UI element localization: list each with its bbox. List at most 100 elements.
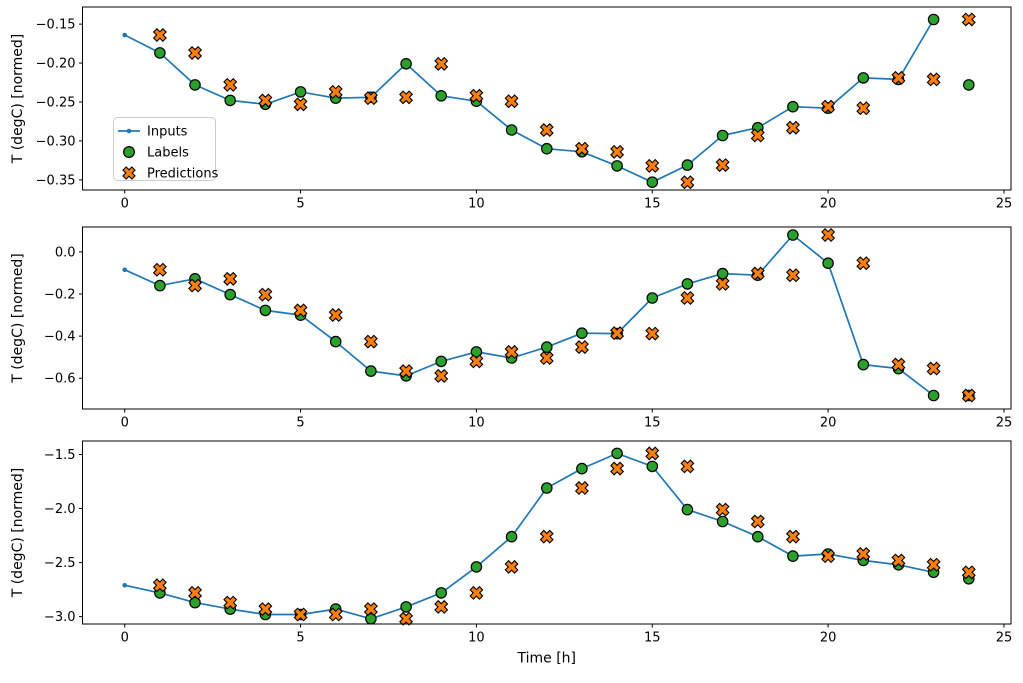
- labels-marker: [470, 561, 483, 573]
- predictions-marker: [399, 90, 414, 105]
- x-tick-label: 0: [121, 631, 129, 646]
- predictions-marker: [152, 578, 167, 593]
- x-tick-label: 15: [644, 416, 661, 431]
- predictions-marker: [469, 585, 484, 600]
- x-tick-label: 15: [644, 197, 661, 212]
- labels-marker: [294, 86, 307, 98]
- predictions-marker: [680, 459, 695, 474]
- labels-marker: [857, 358, 870, 371]
- predictions-marker: [856, 546, 871, 561]
- legend-item-inputs: Inputs: [118, 125, 188, 140]
- labels-marker: [787, 100, 799, 113]
- labels-marker: [646, 460, 659, 473]
- predictions-marker: [469, 88, 484, 103]
- x-tick-label: 25: [996, 197, 1013, 212]
- x-tick-label: 25: [996, 416, 1013, 431]
- labels-marker: [435, 587, 447, 599]
- predictions-marker: [574, 141, 589, 156]
- x-tick-label: 25: [996, 631, 1013, 646]
- inputs-line: [124, 452, 934, 620]
- predictions-marker: [223, 595, 238, 610]
- x-axis-label: Time [h]: [516, 651, 576, 667]
- legend-label: Predictions: [147, 167, 219, 182]
- predictions-marker: [610, 144, 625, 159]
- predictions-marker: [926, 361, 941, 376]
- y-tick-label: −3.0: [44, 610, 76, 625]
- predictions-marker: [328, 607, 343, 622]
- labels-marker: [716, 129, 729, 142]
- predictions-marker: [785, 120, 800, 135]
- subplot-middle: 0 5 10 15 20 25 0.0 −0.2 −0.4 −0.6 T (degC) [norme…: [10, 226, 1013, 431]
- predictions-marker: [645, 446, 660, 461]
- legend-box: [113, 117, 216, 181]
- predictions-marker: [293, 607, 308, 622]
- predictions-marker: [363, 91, 378, 106]
- labels-marker: [927, 389, 940, 402]
- predictions-marker: [399, 611, 414, 626]
- predictions-marker: [891, 357, 906, 372]
- legend-item-labels: Labels: [122, 146, 189, 161]
- labels-marker: [435, 355, 447, 368]
- y-tick-label: −0.4: [44, 330, 76, 345]
- predictions-marker: [293, 303, 308, 318]
- legend-item-predictions: Predictions: [122, 166, 219, 182]
- labels-marker: [751, 530, 764, 543]
- predictions-marker: [293, 97, 308, 112]
- x-tick-label: 0: [121, 197, 129, 212]
- predictions-marker: [610, 326, 625, 341]
- predictions-marker: [539, 123, 554, 138]
- labels-marker: [540, 482, 553, 494]
- predictions-marker: [645, 158, 660, 173]
- predictions-marker: [821, 228, 836, 243]
- predictions-marker: [434, 368, 449, 383]
- legend-label: Labels: [147, 146, 189, 161]
- labels-marker: [224, 288, 236, 301]
- labels-marker: [611, 447, 623, 460]
- legend: Inputs Labels Predictions: [113, 117, 219, 182]
- labels-marker: [681, 278, 694, 290]
- labels-legend-circle-icon: [122, 146, 135, 159]
- labels-marker: [716, 515, 729, 528]
- predictions-marker: [258, 287, 273, 302]
- labels-marker: [787, 550, 799, 562]
- predictions-marker: [715, 158, 730, 173]
- x-tick-label: 5: [296, 416, 304, 431]
- x-tick-label: 0: [121, 416, 129, 431]
- labels-marker: [154, 47, 166, 59]
- predictions-marker: [891, 70, 906, 85]
- predictions-marker: [152, 28, 167, 43]
- predictions-marker: [680, 175, 695, 190]
- y-axis-label: T (degC) [normed]: [10, 34, 26, 165]
- inputs-line: [124, 234, 935, 397]
- labels-marker: [787, 229, 799, 241]
- predictions-marker: [715, 276, 730, 291]
- labels-marker: [927, 13, 940, 26]
- labels-marker: [962, 79, 975, 91]
- labels-marker: [576, 327, 588, 339]
- predictions-marker: [785, 529, 800, 544]
- predictions-marker: [574, 340, 589, 355]
- y-axis-label: T (degC) [normed]: [10, 253, 26, 384]
- predictions-marker: [680, 290, 695, 305]
- predictions-marker: [434, 599, 449, 614]
- predictions-marker: [188, 585, 203, 600]
- labels-marker: [435, 90, 447, 102]
- predictions-marker: [152, 262, 167, 277]
- labels-marker: [857, 72, 870, 84]
- x-tick-label: 5: [296, 197, 304, 212]
- predictions-marker: [188, 278, 203, 293]
- y-tick-label: −0.35: [36, 173, 76, 188]
- predictions-marker: [539, 351, 554, 366]
- predictions-marker: [926, 557, 941, 572]
- inputs-point-marker: [122, 267, 127, 273]
- labels-marker: [189, 79, 201, 91]
- predictions-marker: [715, 502, 730, 517]
- predictions-marker: [926, 72, 941, 87]
- labels-marker: [681, 159, 694, 171]
- y-tick-label: −0.15: [36, 18, 76, 33]
- predictions-marker: [363, 334, 378, 349]
- y-tick-label: −0.20: [36, 57, 76, 72]
- axes-border: [82, 440, 1012, 625]
- predictions-marker: [610, 461, 625, 476]
